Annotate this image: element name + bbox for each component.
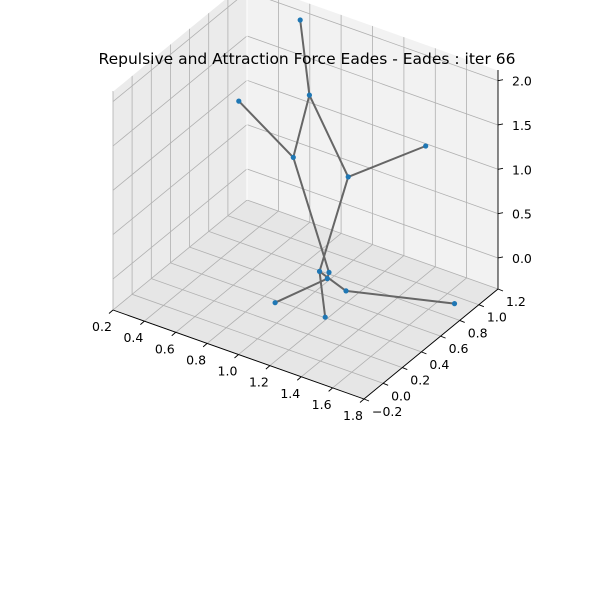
x-tick-mark-4 <box>234 354 239 359</box>
y-tick-mark-6 <box>478 304 485 308</box>
x-tick-label-2: 0.6 <box>155 341 175 356</box>
z-tick-label-3: 1.5 <box>512 118 532 133</box>
y-tick-mark-7 <box>497 288 504 292</box>
y-tick-label-3: 0.4 <box>429 357 449 372</box>
graph-edges <box>237 19 456 319</box>
x-tick-mark-0 <box>108 309 114 314</box>
graph-edge-3 <box>308 94 350 178</box>
tick-labels: 0.20.40.60.81.01.21.41.61.8 −0.20.00.20.4… <box>92 74 532 423</box>
z-tick-mark-2 <box>497 167 504 170</box>
x-tick-label-4: 1.0 <box>218 364 238 379</box>
y-axis-line <box>363 288 499 400</box>
x-tick-mark-6 <box>296 376 302 381</box>
y-tick-mark-0 <box>363 398 370 402</box>
z-tick-mark-1 <box>497 212 504 215</box>
y-tick-label-6: 1.0 <box>487 310 507 325</box>
pane-top-edge <box>112 0 499 92</box>
z-tick-mark-3 <box>497 123 504 126</box>
x-tick-label-3: 0.8 <box>186 352 206 367</box>
graph-edge-1 <box>292 94 311 159</box>
z-tick-mark-0 <box>497 256 504 259</box>
grid-line-z-4 <box>112 0 499 102</box>
y-tick-label-7: 1.2 <box>506 294 526 309</box>
graph-edge-4 <box>347 145 427 178</box>
graph-nodes <box>236 17 458 320</box>
chart-title: Repulsive and Attraction Force Eades - E… <box>99 50 516 68</box>
graph-edge-0 <box>299 19 311 97</box>
graph-node-n9 <box>324 276 330 282</box>
grid-line-y-4 <box>189 28 441 337</box>
y-tick-label-5: 0.8 <box>468 325 488 340</box>
grid-line-y-1 <box>131 75 384 384</box>
y-tick-mark-1 <box>382 382 389 386</box>
grid-line-y-3 <box>169 43 422 353</box>
graph-edge-8 <box>318 270 347 292</box>
z-tick-label-0: 0.0 <box>512 251 532 266</box>
graph-node-n11 <box>451 301 458 307</box>
y-tick-mark-5 <box>459 320 465 323</box>
graph-node-n13 <box>322 314 328 320</box>
x-tick-label-6: 1.4 <box>280 386 300 401</box>
x-tick-mark-7 <box>328 387 333 392</box>
z-tick-label-4: 2.0 <box>512 74 532 89</box>
y-tick-mark-4 <box>440 335 446 339</box>
y-tick-label-4: 0.6 <box>449 341 469 356</box>
left-pane <box>113 0 247 310</box>
y-tick-label-0: −0.2 <box>372 404 402 419</box>
graph-node-n12 <box>272 300 278 306</box>
y-tick-label-1: 0.0 <box>391 388 411 403</box>
y-tick-label-2: 0.2 <box>410 373 430 388</box>
z-tick-label-2: 1.0 <box>512 162 532 177</box>
graph-node-n4 <box>290 154 296 160</box>
z-tick-label-1: 0.5 <box>512 207 532 222</box>
x-tick-label-8: 1.8 <box>343 408 363 423</box>
x-tick-mark-8 <box>359 398 365 403</box>
graph-edge-2 <box>237 100 295 159</box>
grid-line-y-5 <box>208 12 460 321</box>
graph-node-n10 <box>343 288 349 294</box>
x-tick-label-0: 0.2 <box>92 319 112 334</box>
graph-node-n5 <box>345 174 351 180</box>
grid-line-y-6 <box>227 0 480 306</box>
z-tick-mark-4 <box>497 79 504 82</box>
graph-node-n2 <box>306 92 312 98</box>
graph-node-n3 <box>236 98 242 104</box>
x-tick-mark-2 <box>171 331 177 337</box>
x-tick-mark-3 <box>202 343 208 348</box>
graph-node-n8 <box>316 268 323 274</box>
graph-edge-6 <box>292 156 330 274</box>
x-tick-mark-5 <box>265 365 271 370</box>
x-tick-label-1: 0.4 <box>123 330 143 345</box>
y-tick-mark-2 <box>402 367 408 370</box>
graph-edge-10 <box>274 277 329 304</box>
grid-line-y-2 <box>150 59 403 368</box>
graph-node-n6 <box>423 143 429 149</box>
graph-edge-11 <box>318 270 327 319</box>
x-tick-label-7: 1.6 <box>312 397 332 412</box>
x-tick-mark-1 <box>140 320 145 325</box>
y-tick-mark-3 <box>421 351 427 355</box>
graph-node-n1 <box>297 17 303 23</box>
graph-edge-9 <box>345 289 456 305</box>
x-tick-label-5: 1.2 <box>249 375 269 390</box>
graph-node-n7 <box>326 269 332 275</box>
